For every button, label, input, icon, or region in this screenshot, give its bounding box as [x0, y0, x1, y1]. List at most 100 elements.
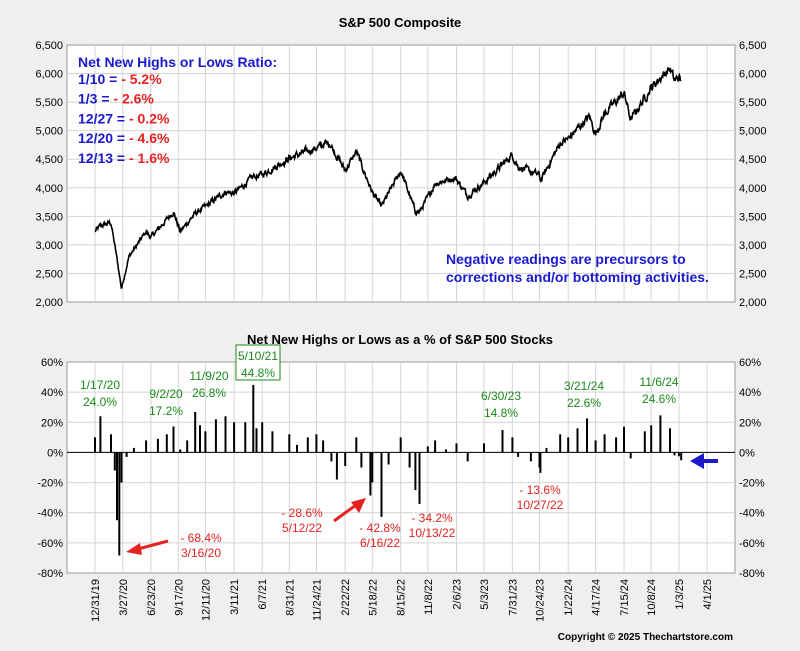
top-y-tick-left: 6,000	[35, 69, 63, 81]
hl-bar	[194, 412, 197, 453]
ann-11-6-24-value: 24.6%	[642, 392, 676, 406]
bottom-y-tick-left: 0%	[47, 447, 63, 459]
ann-6-30-23-date: 6/30/23	[481, 389, 521, 403]
hl-bar	[296, 444, 298, 453]
hl-bar	[511, 437, 514, 453]
bottom-y-tick-right: 40%	[739, 387, 761, 399]
x-tick-label: 12/31/19	[90, 579, 102, 622]
x-tick-label: 8/31/21	[284, 579, 296, 616]
ann-10-27-22-value: - 13.6%	[519, 483, 561, 497]
ratio-date: 12/13 =	[78, 150, 129, 166]
ratio-value: - 4.6%	[129, 130, 170, 146]
x-tick-label: 4/17/24	[591, 579, 603, 616]
x-tick-label: 8/15/22	[396, 579, 408, 616]
bottom-y-tick-right: -40%	[739, 508, 765, 520]
hl-bar	[669, 428, 671, 453]
x-tick-label: 1/3/25	[674, 579, 686, 610]
sp500-price-line	[94, 67, 682, 290]
hl-bar	[186, 440, 189, 453]
ann-1-17-20-value: 24.0%	[83, 395, 117, 409]
bottom-y-tick-left: -60%	[37, 538, 63, 550]
ratio-row: 1/10 = - 5.2%	[78, 71, 162, 87]
top-y-tick-left: 2,000	[35, 297, 63, 309]
ratio-value: - 5.2%	[121, 71, 162, 87]
hl-bar	[306, 437, 309, 453]
x-tick-label: 2/22/22	[340, 579, 352, 616]
hl-bar	[466, 452, 469, 462]
hl-bar	[261, 422, 264, 453]
top-y-tick-right: 3,500	[739, 211, 767, 223]
ann-5-12-22-date: 5/12/22	[282, 521, 322, 535]
hl-bar	[418, 452, 421, 504]
ann-3-21-24-date: 3/21/24	[564, 379, 604, 393]
top-y-tick-right: 3,000	[739, 240, 767, 252]
hl-bar	[603, 434, 606, 453]
hl-bar	[380, 452, 383, 517]
hl-bar	[244, 422, 247, 453]
bottom-y-tick-right: 20%	[739, 417, 761, 429]
hl-bar	[99, 416, 102, 453]
ann-6-30-23-value: 14.8%	[484, 406, 518, 420]
hl-bar	[501, 430, 504, 453]
hl-bar	[387, 452, 390, 465]
hl-bar	[673, 452, 676, 456]
hl-bar	[650, 425, 653, 453]
hl-bar	[414, 452, 417, 491]
top-y-tick-left: 5,500	[35, 97, 63, 109]
note-line-1: Negative readings are precursors to	[446, 251, 686, 267]
hl-bar	[586, 418, 588, 453]
hl-bar	[426, 446, 429, 453]
x-tick-label: 5/18/22	[367, 579, 379, 616]
ann-11-6-24-date: 11/6/24	[639, 375, 678, 389]
hl-bar	[233, 422, 236, 453]
x-tick-label: 7/15/24	[619, 579, 631, 616]
hl-bar	[199, 425, 201, 453]
ann-3-16-20-date: 3/16/20	[181, 546, 221, 560]
hl-bar	[132, 447, 135, 453]
ann-1-17-20-date: 1/17/20	[80, 378, 120, 392]
hl-bar	[529, 452, 532, 462]
hl-bar	[680, 452, 683, 461]
hl-bar	[252, 384, 255, 453]
top-y-tick-right: 2,000	[739, 297, 767, 309]
ann-10-27-22-date: 10/27/22	[517, 498, 564, 512]
hl-bar	[224, 416, 227, 453]
ann-9-2-20-date: 9/2/20	[149, 387, 183, 401]
hl-bar	[271, 431, 274, 453]
hl-bar	[156, 438, 159, 453]
hl-bar	[483, 443, 485, 453]
hl-bar	[623, 426, 625, 453]
hl-bar	[145, 440, 148, 453]
hl-bar	[344, 452, 347, 466]
copyright-text: Copyright © 2025 Thechartstore.com	[558, 632, 733, 643]
bottom-y-tick-right: -80%	[739, 568, 765, 580]
bottom-y-tick-left: 60%	[41, 357, 63, 369]
arrow-3-16-20-head	[126, 543, 142, 555]
hl-bar	[355, 437, 358, 453]
top-y-tick-right: 6,000	[739, 69, 767, 81]
hl-bar	[330, 452, 333, 462]
x-tick-label: 11/24/21	[311, 579, 323, 621]
hl-bar	[116, 452, 118, 521]
ann-3-21-24-value: 22.6%	[567, 396, 601, 410]
note-line-2: corrections and/or bottoming activities.	[446, 269, 709, 285]
hl-bar	[360, 452, 363, 468]
hl-bar	[110, 434, 112, 453]
bottom-y-tick-left: -20%	[37, 478, 63, 490]
hl-bar	[615, 437, 618, 453]
top-chart-title: S&P 500 Composite	[339, 15, 462, 30]
hl-bar	[445, 449, 447, 453]
top-y-tick-right: 4,500	[739, 154, 767, 166]
hl-bar	[369, 452, 372, 496]
bottom-y-tick-left: -80%	[37, 568, 63, 580]
top-y-tick-left: 5,000	[35, 126, 63, 138]
ann-box-5-10-21	[235, 344, 281, 381]
x-tick-label: 10/8/24	[646, 579, 658, 616]
hl-bar	[315, 434, 318, 453]
ratio-date: 12/20 =	[78, 130, 129, 146]
x-tick-label: 1/22/24	[563, 579, 575, 616]
x-tick-label: 3/27/20	[118, 579, 130, 616]
ratio-date: 1/3 =	[78, 91, 113, 107]
ann-5-10-21-value: 44.8%	[241, 366, 275, 380]
